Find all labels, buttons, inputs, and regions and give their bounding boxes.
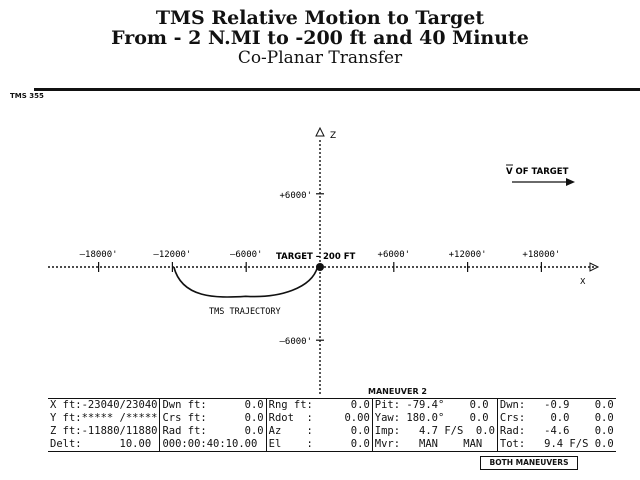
x-tick-label: +12000' (449, 250, 487, 260)
readout-cell: Imp: 4.7 F/S 0.0 (372, 425, 498, 438)
readout-cell: Z ft:-11880/11880 (48, 425, 161, 438)
readout-cell: X ft:-23040/23040 (48, 398, 161, 412)
z-axis-label: Z (330, 131, 336, 141)
z-tick-group: +6000' –6000' (279, 191, 324, 347)
z-tick-label: –6000' (279, 337, 312, 347)
readout-cell: El : 0.0 (266, 438, 373, 452)
readout-cell: Crs: 0.0 0.0 (499, 412, 614, 424)
z-axis-arrow-icon (315, 126, 325, 137)
title-line-1: TMS Relative Motion to Target (155, 7, 485, 29)
target-marker (316, 263, 324, 271)
readout-cell: Rad ft: 0.0 (159, 425, 267, 438)
x-axis-label: X (580, 277, 586, 286)
readout-cell: Crs ft: 0.0 (159, 412, 267, 425)
readout-cell: Rng ft: 0.0 (266, 398, 373, 412)
readout-cell: Az : 0.0 (266, 425, 373, 438)
both-maneuvers-label: BOTH MANEUVERS (480, 456, 578, 470)
readout-table: X ft:-23040/23040 Dwn ft: 0.0 Rng ft: 0.0 P… (48, 398, 616, 452)
readout-cell: Tot: 9.4 F/S 0.0 (497, 438, 616, 452)
readout-row: Z ft:-11880/11880 Rad ft: 0.0 Az : 0.0 Imp:… (48, 425, 616, 438)
readout-cell: Delt: 10.00 (48, 438, 161, 452)
maneuver-title: MANEUVER 2 (368, 387, 427, 396)
readout-cell: Dwn: -0.9 0.0 (497, 398, 616, 412)
target-label: TARGET – 200 FT (276, 252, 356, 262)
title-line-2: From - 2 N.MI to -200 ft and 40 Minute (111, 27, 529, 49)
readout-cell: Rad: -4.6 0.0 (499, 425, 614, 437)
x-tick-label: +18000' (522, 250, 560, 260)
x-tick-label: –6000' (230, 250, 263, 260)
readout-cell: 000:00:40:10.00 (159, 438, 267, 452)
readout-row: Delt: 10.00 000:00:40:10.00 El : 0.0 Mvr: M… (48, 438, 616, 452)
readout-row: X ft:-23040/23040 Dwn ft: 0.0 Rng ft: 0.0 P… (48, 398, 616, 412)
readout-cell: Yaw: 180.0° 0.0 (372, 412, 498, 425)
x-axis-arrow-icon (589, 262, 600, 272)
x-tick-group: –18000' –12000' –6000' +6000' +12000' +18000' (80, 250, 560, 272)
z-tick-label: +6000' (279, 191, 312, 201)
x-tick-label: +6000' (378, 250, 411, 260)
trajectory-label: TMS TRAJECTORY (209, 307, 281, 317)
velocity-label: V OF TARGET (506, 167, 569, 177)
velocity-arrow-icon (566, 178, 575, 186)
readout-cell: Rdot : 0.00 (266, 412, 373, 425)
title-line-3: Co-Planar Transfer (237, 48, 403, 68)
readout-cell: Dwn ft: 0.0 (159, 398, 267, 412)
readout-cell: Mvr: MAN MAN (372, 438, 498, 452)
tms-trajectory-curve (173, 266, 319, 298)
header-rule (34, 88, 640, 91)
x-tick-label: –12000' (153, 250, 191, 260)
x-tick-label: –18000' (80, 250, 118, 260)
readout-cell: Pit: -79.4° 0.0 (372, 398, 498, 412)
readout-row: Y ft:***** /***** Crs ft: 0.0 Rdot : 0.00 Y… (48, 412, 616, 425)
readout-cell: Y ft:***** /***** (48, 412, 161, 425)
title-block: TMS Relative Motion to Target From - 2 N… (0, 8, 640, 68)
figure-id: TMS 355 (10, 92, 44, 100)
